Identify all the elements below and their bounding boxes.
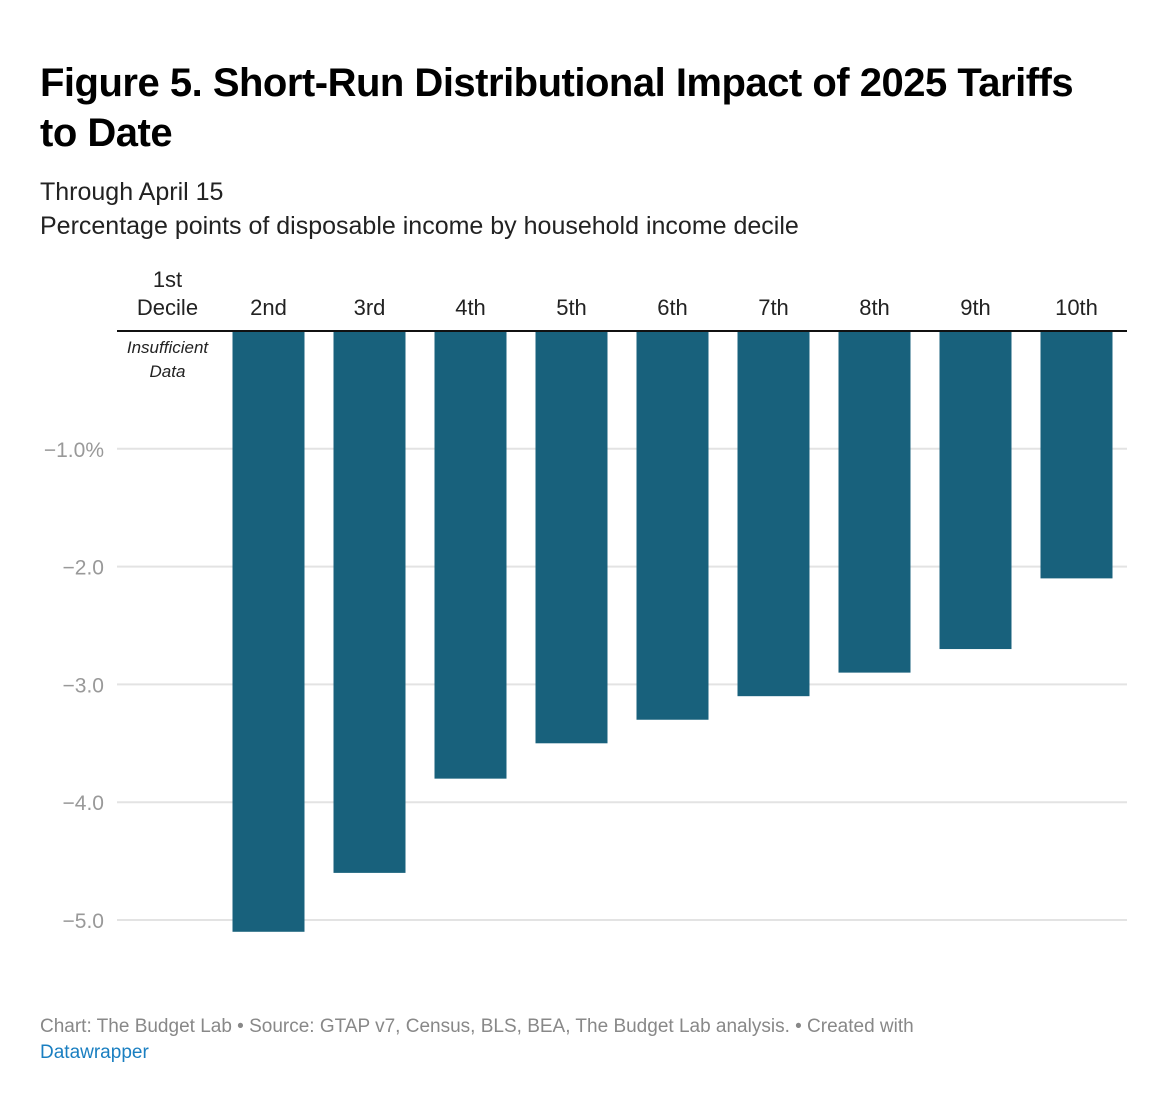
bar-2nd (232, 331, 305, 932)
bar-10th (1040, 331, 1113, 579)
annotation-insufficient-data-line2: Data (150, 362, 186, 381)
x-category-label: 9th (960, 295, 991, 320)
x-category-label: 5th (556, 295, 587, 320)
y-tick-label: −2.0 (63, 557, 104, 580)
y-tick-label: −4.0 (63, 792, 104, 815)
y-tick-label: −1.0% (44, 439, 104, 462)
x-category-label: 4th (455, 295, 486, 320)
x-category-label: 2nd (250, 295, 287, 320)
bar-4th (434, 331, 507, 779)
source-note: Chart: The Budget Lab • Source: GTAP v7,… (40, 1016, 914, 1037)
chart-footer: Chart: The Budget Lab • Source: GTAP v7,… (40, 1014, 1040, 1066)
bar-chart: −1.0% −2.0 −3.0 −4.0 −5.0 1st Decile 2nd 3rd 4th 5… (44, 267, 1127, 933)
datawrapper-link[interactable]: Datawrapper (40, 1042, 149, 1063)
bar-5th (535, 331, 608, 744)
x-category-label: 7th (758, 295, 789, 320)
x-category-label-line2: Decile (137, 295, 198, 320)
x-category-label: 8th (859, 295, 890, 320)
x-category-label: 6th (657, 295, 688, 320)
bar-8th (838, 331, 911, 673)
annotation-insufficient-data-line1: Insufficient (127, 338, 210, 357)
y-tick-label: −5.0 (63, 910, 104, 933)
y-tick-label: −3.0 (63, 674, 104, 697)
x-category-label: 10th (1055, 295, 1098, 320)
bar-7th (737, 331, 810, 697)
bar-9th (939, 331, 1012, 650)
chart-subtitle-units: Percentage points of disposable income b… (40, 212, 799, 240)
chart-subtitle-date: Through April 15 (40, 178, 224, 206)
chart-title: Figure 5. Short-Run Distributional Impac… (40, 61, 1074, 155)
bar-6th (636, 331, 709, 720)
bar-3rd (333, 331, 406, 873)
x-category-label-line1: 1st (153, 267, 182, 292)
x-category-label: 3rd (354, 295, 386, 320)
